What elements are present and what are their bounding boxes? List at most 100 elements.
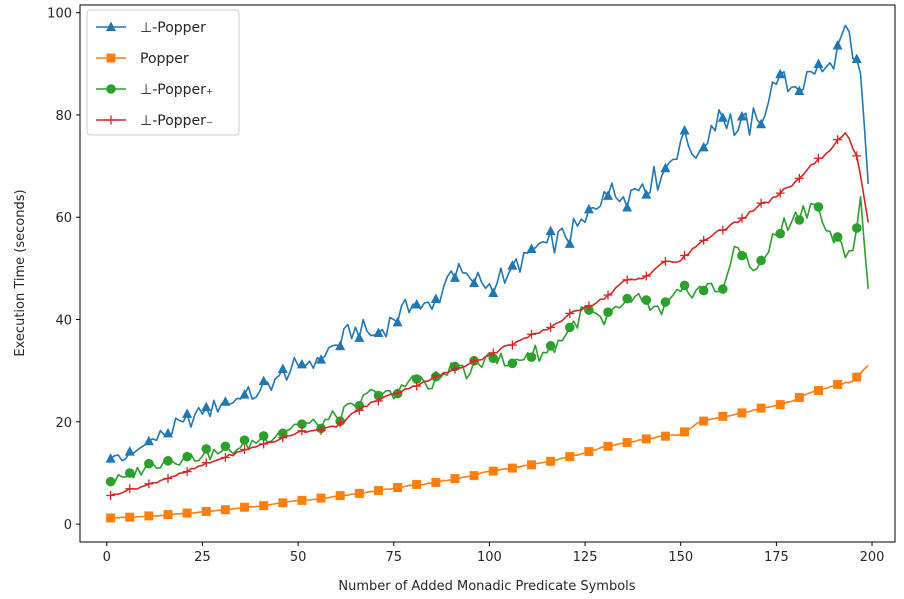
series-2-marker (852, 372, 862, 382)
x-tick-label: 50 (290, 550, 307, 565)
series-2-marker (833, 379, 843, 389)
series-2-marker (527, 460, 537, 470)
series-4-marker (852, 151, 862, 161)
legend-label: ⊥-Popper (140, 20, 206, 36)
legend-swatch-marker (106, 115, 116, 125)
series-2-marker (718, 411, 728, 421)
series-2-marker (775, 400, 785, 410)
series-4-marker (431, 371, 441, 381)
series-1-marker (813, 58, 824, 68)
series-1-marker (449, 272, 460, 282)
series-3-marker (679, 280, 690, 291)
series-3-marker (507, 358, 518, 369)
series-1-marker (851, 53, 862, 64)
series-1-marker (430, 293, 441, 303)
series-4-marker (125, 484, 135, 494)
series-4-marker (316, 425, 326, 435)
x-tick-label: 0 (103, 550, 111, 565)
series-4-marker (546, 322, 556, 332)
series-4-marker (297, 426, 307, 436)
series-2-marker (565, 452, 575, 462)
series-4-marker (240, 445, 250, 455)
series-1-marker (163, 427, 174, 438)
x-axis-label: Number of Added Monadic Predicate Symbol… (338, 579, 635, 594)
series-4-marker (507, 340, 517, 350)
series-3-marker (756, 255, 766, 266)
series-3-marker (239, 435, 250, 445)
series-2-marker (431, 477, 441, 487)
y-tick-label: 40 (55, 314, 72, 329)
legend-entry: ⊥-Popper₊ (96, 82, 213, 98)
series-1-marker (469, 277, 480, 288)
y-tick-label: 100 (47, 7, 72, 22)
series-3-marker (641, 295, 652, 305)
series-3-marker (737, 250, 747, 261)
legend-swatch-marker (106, 21, 116, 31)
series-4-marker (201, 458, 211, 468)
series-3-marker (603, 307, 613, 317)
series-4-marker (335, 418, 345, 428)
series-2-marker (813, 386, 823, 396)
legend-entry: ⊥-Popper₋ (96, 113, 213, 129)
series-1-marker (756, 118, 767, 129)
series-2-marker (220, 505, 230, 515)
series-3-line (110, 195, 870, 484)
series-2-marker (737, 408, 747, 418)
series-4-marker (469, 356, 479, 366)
series-2-marker (182, 508, 192, 518)
series-2-marker (373, 486, 383, 496)
series-4-marker (412, 381, 422, 391)
series-3-markers (105, 202, 862, 487)
series-2-marker (297, 495, 307, 505)
series-2-marker (546, 456, 556, 466)
series-2-marker (488, 466, 498, 476)
series-4-marker (737, 213, 747, 223)
series-3-marker (124, 468, 135, 478)
series-1-marker (717, 112, 728, 122)
series-2-marker (240, 502, 250, 512)
y-tick-label: 20 (55, 416, 72, 431)
series-1-marker (258, 375, 269, 386)
series-layer (105, 24, 870, 523)
series-4 (106, 132, 870, 500)
series-2-marker (106, 513, 116, 523)
series-4-marker (106, 490, 116, 500)
series-3-marker (297, 419, 307, 429)
series-3-marker (775, 228, 786, 239)
series-2-marker (201, 506, 211, 516)
series-1-marker (201, 401, 212, 412)
series-1-marker (373, 327, 384, 337)
series-2-marker (584, 447, 594, 457)
series-1-marker (124, 446, 135, 456)
series-4-marker (354, 405, 364, 415)
series-1-marker (583, 203, 594, 214)
series-4-marker (622, 275, 632, 285)
series-2 (106, 364, 869, 523)
series-4-marker (699, 235, 709, 245)
series-4-marker (259, 439, 269, 449)
x-tick-label: 25 (194, 550, 211, 565)
series-3-marker (794, 215, 805, 225)
series-3-marker (258, 431, 269, 441)
series-2-marker (335, 491, 345, 501)
series-2-marker (699, 416, 709, 426)
series-1-marker (182, 408, 193, 418)
legend: ⊥-Popper Popper ⊥-Popper₊ ⊥-Popper₋ (86, 9, 240, 136)
series-4-marker (278, 433, 288, 443)
series-2-marker (163, 510, 173, 520)
series-2-marker (794, 393, 804, 403)
series-4-marker (373, 396, 383, 406)
x-tick-label: 100 (477, 550, 502, 565)
series-4-marker (488, 348, 498, 358)
series-4-markers (106, 135, 862, 500)
series-1-marker (622, 201, 633, 212)
series-3-marker (220, 441, 231, 452)
series-2-markers (106, 372, 862, 523)
series-4-marker (660, 256, 670, 266)
plot-frame (79, 4, 896, 543)
series-3-marker (488, 353, 499, 364)
series-3-marker (201, 444, 212, 454)
series-2-marker (507, 463, 517, 473)
series-4-marker (393, 388, 403, 398)
x-tick-label: 125 (573, 550, 598, 565)
